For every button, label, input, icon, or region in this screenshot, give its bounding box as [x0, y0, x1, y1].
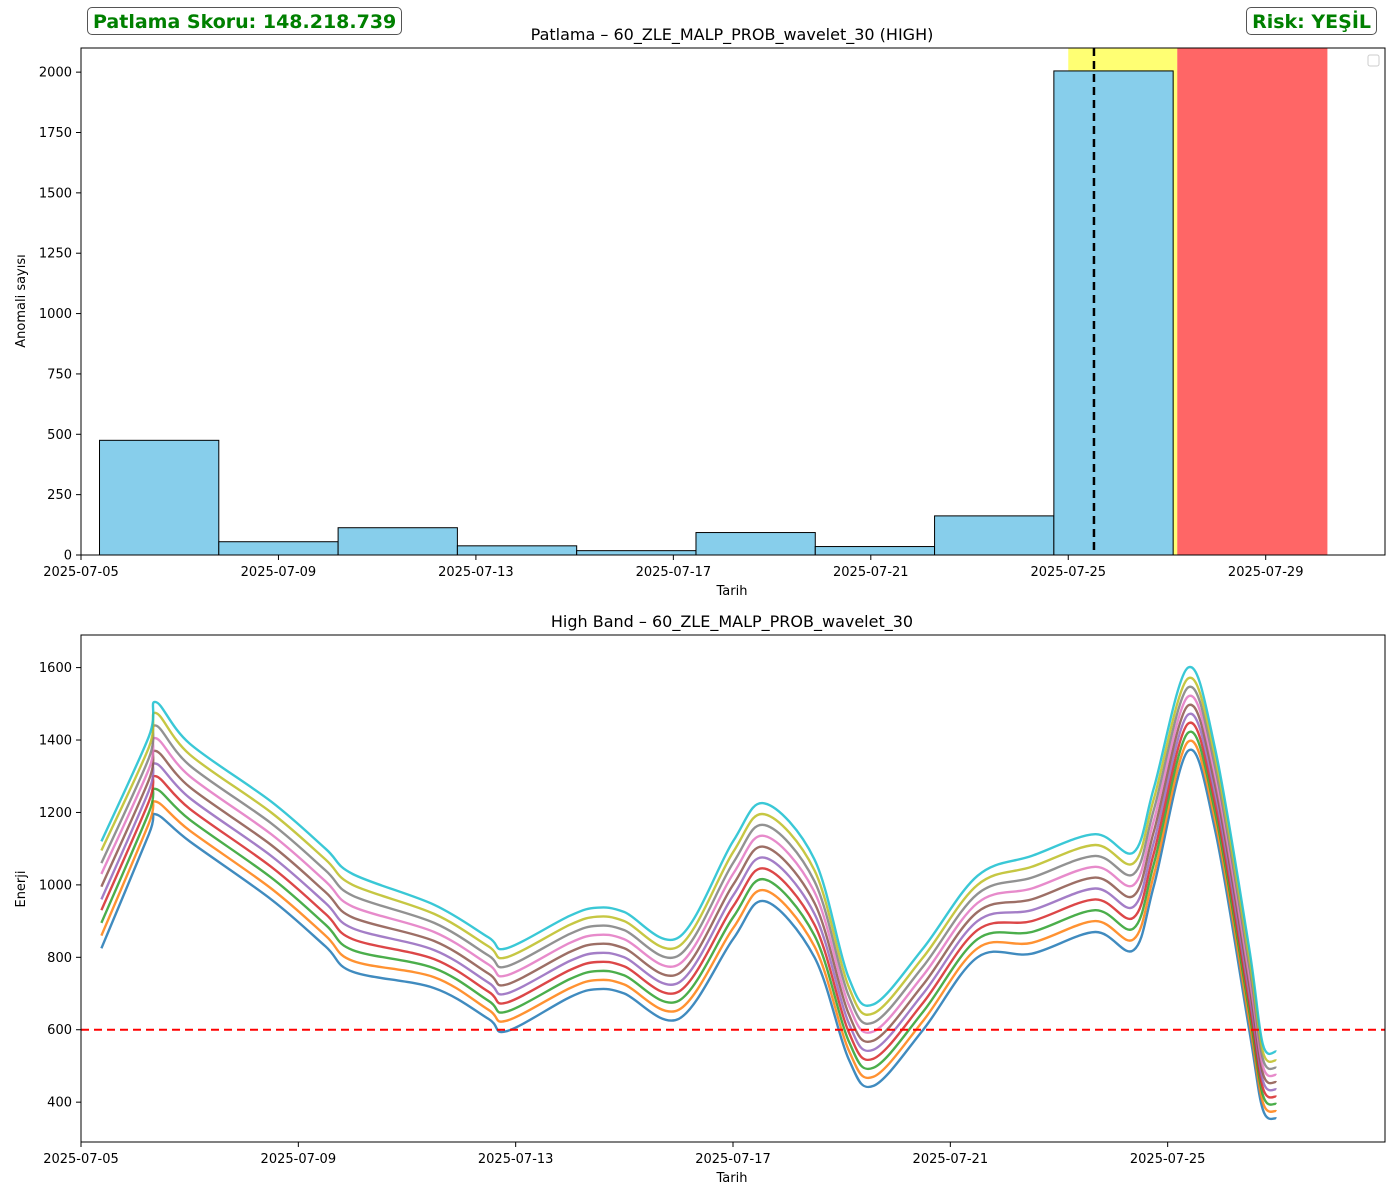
y-tick-label: 250: [47, 488, 72, 503]
energy-series-9: [100, 676, 1277, 1064]
x-tick-label: 2025-07-21: [913, 1152, 989, 1167]
y-tick-label: 500: [47, 428, 72, 443]
energy-series-1: [100, 748, 1277, 1121]
energy-series-8: [100, 685, 1277, 1071]
energy-y-label: Enerji: [14, 870, 29, 907]
energy-y-ticks: 400 600 800 1000 1200 1400 1600: [39, 661, 81, 1111]
x-tick-label: 2025-07-09: [241, 565, 317, 580]
energy-series-7: [100, 694, 1277, 1078]
x-tick-label: 2025-07-05: [43, 565, 119, 580]
histogram-plot-frame: [80, 47, 1386, 556]
histogram-bar-3: [337, 527, 458, 556]
y-tick-label: 750: [47, 367, 72, 382]
energy-x-label: Tarih: [716, 1171, 748, 1186]
x-tick-label: 2025-07-17: [636, 565, 712, 580]
histogram-bar-6: [695, 532, 816, 556]
energy-plot-frame: [80, 634, 1386, 1143]
energy-series-2: [100, 739, 1277, 1113]
empty-legend-box: [1367, 54, 1380, 67]
histogram-bar-5: [576, 550, 697, 556]
y-tick-label: 1200: [39, 806, 72, 821]
x-tick-label: 2025-07-13: [478, 1152, 554, 1167]
x-tick-label: 2025-07-21: [833, 565, 909, 580]
y-tick-label: 1600: [39, 661, 72, 676]
x-tick-label: 2025-07-25: [1030, 565, 1106, 580]
energy-series-6: [100, 703, 1277, 1085]
high-band-title: High Band – 60_ZLE_MALP_PROB_wavelet_30: [551, 612, 913, 632]
risk-span-2: [1177, 48, 1328, 555]
y-tick-label: 1400: [39, 734, 72, 749]
histogram-x-ticks: 2025-07-05 2025-07-09 2025-07-13 2025-07-17…: [43, 555, 1303, 580]
y-tick-label: 1500: [39, 186, 72, 201]
y-tick-label: 1000: [39, 307, 72, 322]
histogram-title: Patlama – 60_ZLE_MALP_PROB_wavelet_30 (H…: [531, 25, 934, 45]
histogram-bar-9: [1053, 70, 1174, 556]
x-tick-label: 2025-07-13: [438, 565, 514, 580]
x-tick-label: 2025-07-09: [261, 1152, 337, 1167]
histogram-bar-4: [456, 545, 578, 556]
x-tick-label: 2025-07-05: [43, 1152, 119, 1167]
histogram-bar-1: [99, 439, 220, 556]
y-tick-label: 600: [47, 1023, 72, 1038]
histogram-x-label: Tarih: [716, 584, 748, 599]
energy-series-3: [100, 730, 1277, 1106]
histogram-bar-7: [814, 546, 936, 556]
x-tick-label: 2025-07-17: [695, 1152, 771, 1167]
x-tick-label: 2025-07-29: [1228, 565, 1304, 580]
risk-badge: Risk: YEŞİL: [1246, 7, 1377, 35]
y-tick-label: 1250: [39, 247, 72, 262]
y-tick-label: 1750: [39, 126, 72, 141]
energy-series-10: [100, 665, 1277, 1056]
energy-series-5: [100, 712, 1277, 1092]
energy-x-ticks: 2025-07-05 2025-07-09 2025-07-13 2025-07-17…: [43, 1142, 1205, 1167]
y-tick-label: 400: [47, 1096, 72, 1111]
histogram-y-ticks: 0 250 500 750 1000 1250 1500 1750 2000: [39, 66, 81, 564]
anomaly-histogram: Patlama – 60_ZLE_MALP_PROB_wavelet_30 (H…: [14, 25, 1386, 599]
histogram-bar-2: [218, 541, 339, 556]
histogram-y-label: Anomali sayısı: [14, 254, 29, 348]
y-tick-label: 800: [47, 951, 72, 966]
y-tick-label: 1000: [39, 878, 72, 893]
energy-lines: [100, 665, 1277, 1121]
histogram-bar-8: [934, 515, 1055, 556]
high-band-chart: High Band – 60_ZLE_MALP_PROB_wavelet_30 …: [14, 612, 1386, 1186]
histogram-bars: [99, 70, 1174, 556]
x-tick-label: 2025-07-25: [1130, 1152, 1206, 1167]
energy-series-4: [100, 721, 1277, 1099]
y-tick-label: 2000: [39, 66, 72, 81]
y-tick-label: 0: [64, 549, 72, 564]
score-badge: Patlama Skoru: 148.218.739: [87, 7, 403, 35]
